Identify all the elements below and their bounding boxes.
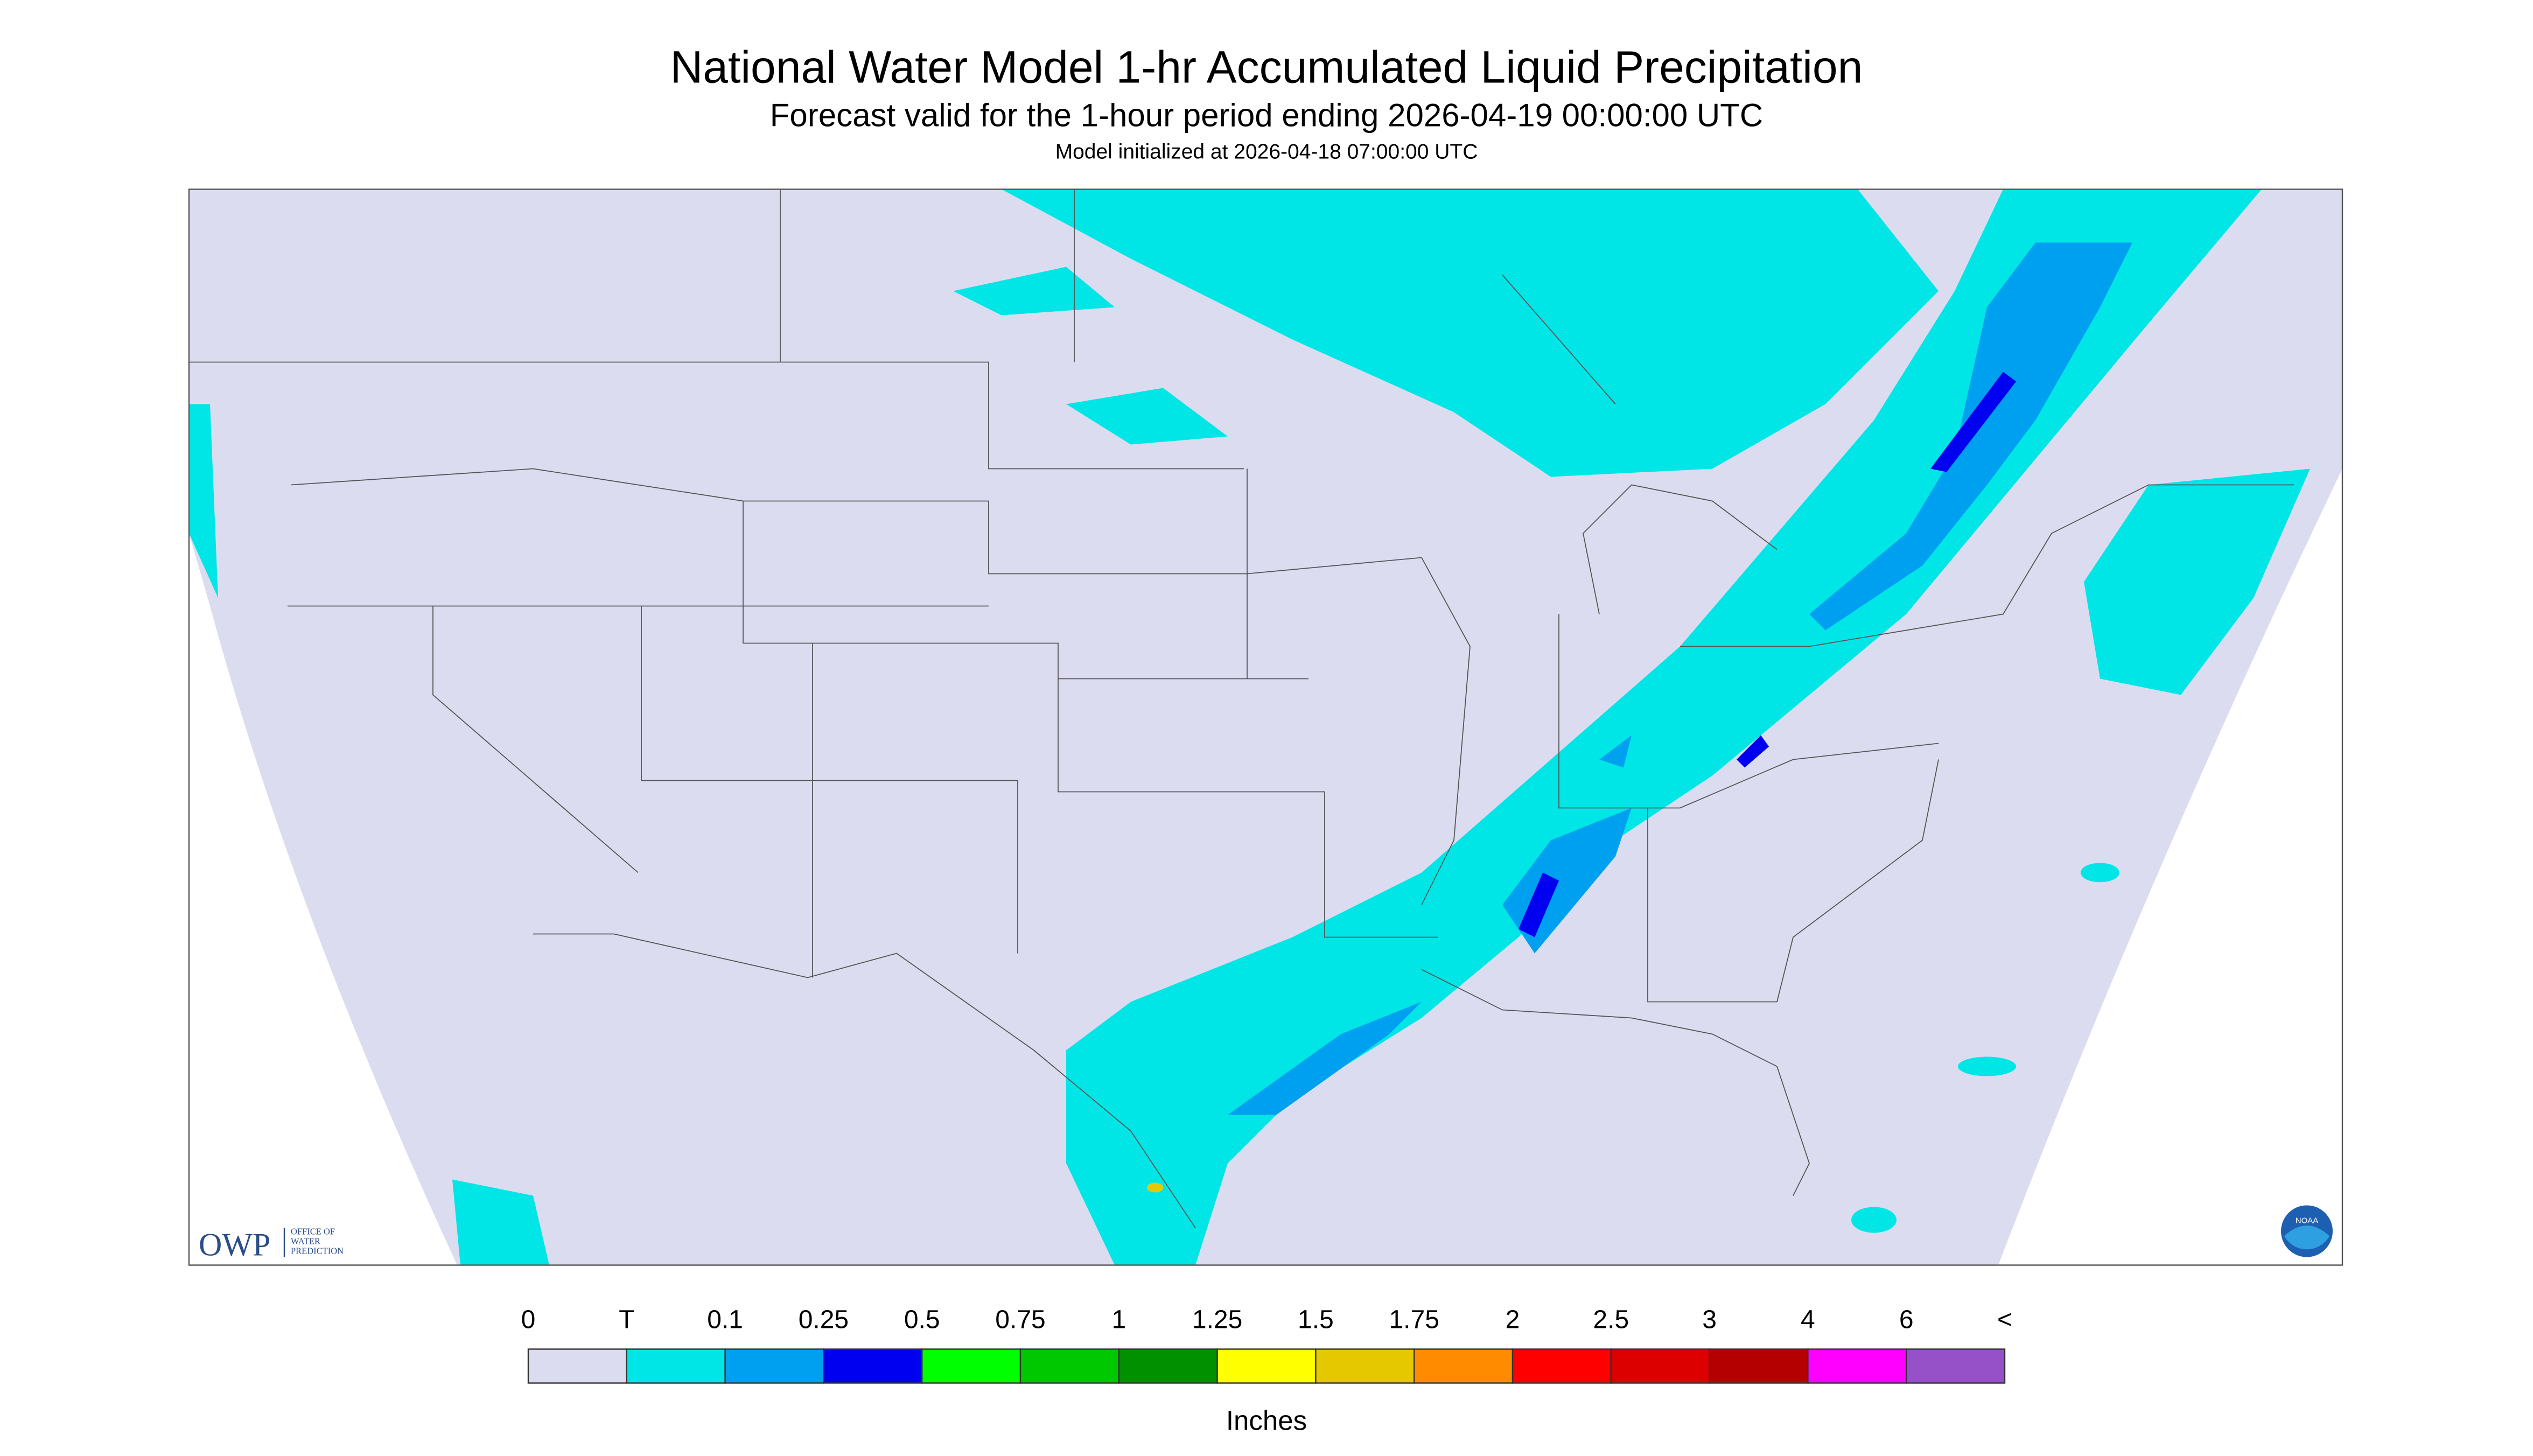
legend-swatch	[527, 1348, 628, 1384]
legend-swatch	[823, 1348, 923, 1384]
precip-heavy	[1147, 1182, 1163, 1193]
owp-logo-line: PREDICTION	[291, 1246, 344, 1256]
legend-label: 0	[521, 1306, 536, 1334]
init-time: Model initialized at 2026-04-18 07:00:00…	[1055, 141, 1478, 164]
legend-swatch	[1709, 1348, 1809, 1384]
legend-swatch	[1414, 1348, 1514, 1384]
legend-swatch	[1315, 1348, 1415, 1384]
owp-logo-line: OFFICE OF	[291, 1227, 335, 1237]
legend-swatch	[724, 1348, 824, 1384]
legend-swatch	[1118, 1348, 1218, 1384]
boundaries	[189, 189, 2294, 1228]
legend-swatch	[1019, 1348, 1120, 1384]
legend: 0 T 0.1 0.25 0.5 0.75 1 1.25 1.5 1.75 2 2.5 3 4 6 <	[521, 1306, 2012, 1384]
legend-swatch	[1905, 1348, 2006, 1384]
subtitle: Forecast valid for the 1-hour period end…	[770, 97, 1763, 134]
legend-label: 1.5	[1298, 1306, 1334, 1334]
legend-swatch	[1512, 1348, 1612, 1384]
legend-label: 0.1	[707, 1306, 743, 1334]
legend-label: T	[619, 1306, 634, 1334]
legend-label: 1	[1111, 1306, 1126, 1334]
legend-label: 0.5	[904, 1306, 940, 1334]
legend-label: 4	[1801, 1306, 1815, 1334]
title: National Water Model 1-hr Accumulated Li…	[670, 42, 1863, 93]
model-domain	[189, 189, 2342, 1265]
legend-swatch	[626, 1348, 726, 1384]
legend-label: <	[1997, 1306, 2012, 1334]
owp-logo: OWP	[199, 1227, 270, 1263]
legend-label: 2	[1506, 1306, 1520, 1334]
legend-label: 6	[1899, 1306, 1914, 1334]
precip-moderate	[1519, 372, 2016, 937]
legend-unit: Inches	[1226, 1405, 1307, 1436]
legend-label: 1.75	[1389, 1306, 1439, 1334]
legend-label: 3	[1702, 1306, 1717, 1334]
legend-label: 0.25	[799, 1306, 849, 1334]
legend-swatch	[1807, 1348, 1907, 1384]
legend-label: 1.25	[1192, 1306, 1242, 1334]
legend-swatch	[1610, 1348, 1710, 1384]
legend-swatch	[1216, 1348, 1317, 1384]
owp-logo-line: WATER	[291, 1236, 320, 1247]
legend-label: 2.5	[1593, 1306, 1629, 1334]
legend-label: 0.75	[995, 1306, 1045, 1334]
legend-swatch	[921, 1348, 1021, 1384]
noaa-label: NOAA	[2296, 1216, 2319, 1226]
noaa-wave	[2284, 1226, 2329, 1250]
map-frame	[188, 188, 2343, 1266]
